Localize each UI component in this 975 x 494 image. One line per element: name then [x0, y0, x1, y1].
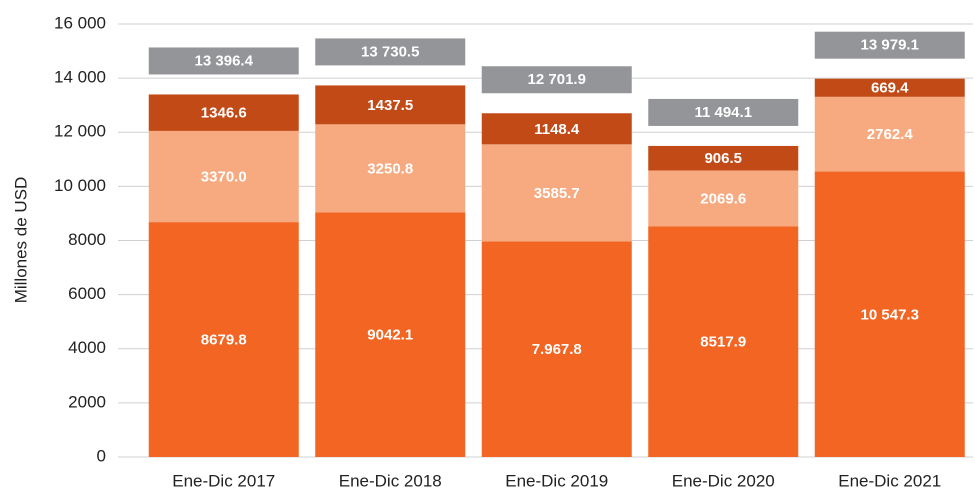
x-tick-label: Ene-Dic 2018 [339, 471, 442, 490]
value-label: 2069.6 [700, 190, 746, 207]
x-tick-label: Ene-Dic 2021 [838, 471, 941, 490]
bar-segment [481, 144, 632, 242]
bar-segment [648, 226, 799, 457]
value-label: 906.5 [704, 150, 742, 167]
value-label: 10 547.3 [861, 306, 919, 323]
total-label: 13 396.4 [195, 52, 254, 69]
bar-segment [648, 145, 799, 171]
bar-segment [148, 130, 299, 223]
total-label: 11 494.1 [694, 104, 752, 121]
y-tick-label: 4000 [68, 338, 106, 357]
bar-segment [648, 170, 799, 227]
bar-segment [481, 241, 632, 457]
x-tick-label: Ene-Dic 2020 [672, 471, 775, 490]
value-label: 3250.8 [367, 160, 413, 177]
y-tick-label: 10 000 [54, 176, 106, 195]
value-label: 8517.9 [700, 334, 746, 351]
value-label: 3370.0 [201, 168, 247, 185]
bar-segment [814, 96, 965, 172]
bar-segment [481, 113, 632, 145]
bar-segment [814, 78, 965, 97]
y-tick-label: 14 000 [54, 68, 106, 87]
y-tick-label: 6000 [68, 284, 106, 303]
total-label: 13 979.1 [861, 37, 919, 54]
value-label: 1148.4 [534, 121, 580, 138]
y-tick-label: 8000 [68, 230, 106, 249]
y-tick-label: 16 000 [54, 13, 106, 32]
bar-segment [315, 212, 466, 457]
value-label: 3585.7 [534, 185, 580, 202]
y-tick-label: 2000 [68, 392, 106, 411]
value-label: 1437.5 [367, 97, 413, 114]
bar-segment [814, 171, 965, 457]
total-label: 13 730.5 [361, 43, 419, 60]
x-tick-label: Ene-Dic 2017 [172, 471, 275, 490]
total-box [648, 98, 799, 126]
value-label: 8679.8 [201, 332, 247, 349]
value-label: 9042.1 [367, 327, 413, 344]
total-box [148, 47, 299, 75]
bar-segment [148, 94, 299, 131]
value-label: 2762.4 [867, 126, 914, 143]
bar-segment [315, 124, 466, 213]
y-axis-label: Millones de USD [11, 177, 30, 304]
value-label: 669.4 [871, 80, 909, 97]
y-tick-label: 0 [97, 446, 106, 465]
total-box [814, 31, 965, 59]
bar-segment [148, 222, 299, 457]
value-label: 7.967.8 [532, 341, 582, 358]
total-box [315, 38, 466, 66]
total-label: 12 701.9 [528, 71, 586, 88]
total-box [481, 66, 632, 94]
y-tick-label: 12 000 [54, 122, 106, 141]
x-tick-label: Ene-Dic 2019 [505, 471, 608, 490]
value-label: 1346.6 [201, 105, 247, 122]
bar-segment [315, 85, 466, 125]
